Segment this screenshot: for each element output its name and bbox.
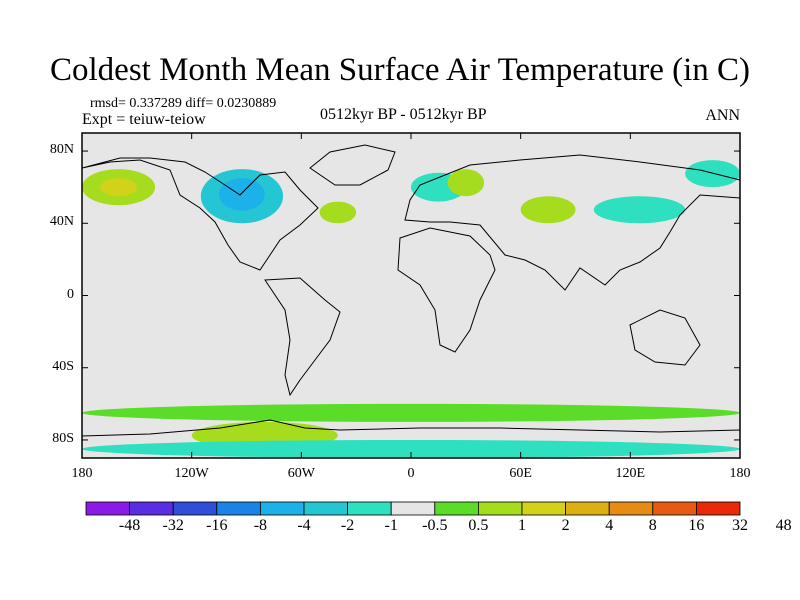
anomaly-regions: [82, 160, 740, 458]
coast-antarctica: [82, 419, 740, 437]
colorbar-swatch: [521, 501, 566, 516]
lat-tick-label: 80S: [52, 430, 74, 446]
colorbar-label: 0.5: [468, 517, 489, 534]
colorbar-swatch: [172, 501, 218, 516]
colorbar-label: 1: [518, 517, 526, 534]
colorbar-label: 48: [775, 517, 792, 534]
lon-tick-label: 60E: [509, 466, 532, 481]
colorbar-label: 2: [561, 517, 570, 534]
anomaly-region: [520, 196, 576, 224]
lat-tick-label: 80N: [49, 142, 74, 158]
coast-africa: [397, 227, 496, 353]
colorbar-label: 32: [732, 517, 748, 534]
colorbar-swatch: [129, 501, 174, 516]
colorbar-swatch: [434, 501, 479, 516]
colorbar-label: -16: [206, 517, 228, 534]
lon-tick-label: 120E: [615, 466, 646, 481]
anomaly-region: [593, 196, 686, 224]
colorbar-label: -48: [118, 517, 141, 534]
anomaly-region: [82, 403, 740, 422]
colorbar-swatch: [477, 501, 523, 516]
anomaly-region: [219, 178, 265, 211]
anomaly-region: [82, 439, 740, 458]
lon-tick-label: 180: [71, 466, 93, 481]
colorbar-label: -32: [162, 517, 184, 534]
map-title: Coldest Month Mean Surface Air Temperatu…: [50, 52, 750, 88]
coast-south-america: [264, 277, 341, 397]
colorbar-label: 8: [648, 517, 657, 534]
anomaly-region: [100, 178, 137, 197]
colorbar-label: -4: [297, 517, 311, 534]
season-label: ANN: [705, 107, 740, 124]
lon-tick-label: 60W: [287, 466, 315, 481]
colorbar-swatch: [696, 501, 741, 516]
colorbar-swatch: [303, 501, 348, 516]
colorbar-swatch: [259, 501, 305, 516]
colorbar-swatch: [390, 501, 436, 516]
experiment-label: Expt = teiuw-teiow: [82, 111, 206, 128]
coast-north-america: [82, 157, 319, 271]
lat-tick-label: 40S: [52, 358, 74, 374]
colorbar-swatch: [85, 501, 130, 516]
colorbar-label: -0.5: [422, 517, 448, 534]
colorbar: [85, 501, 741, 516]
rmsd-diff-text: rmsd= 0.337289 diff= 0.0230889: [90, 96, 277, 111]
lon-tick-label: 180: [729, 466, 751, 481]
lon-tick-label: 0: [407, 466, 415, 481]
coastlines: [82, 144, 740, 437]
colorbar-swatch: [565, 501, 610, 516]
colorbar-label: -8: [253, 517, 268, 534]
colorbar-label: 16: [688, 517, 705, 534]
colorbar-label: 4: [605, 517, 614, 534]
colorbar-swatch: [216, 501, 261, 516]
coast-australia: [629, 309, 701, 366]
lat-tick-label: 0: [67, 286, 74, 302]
colorbar-label: -2: [340, 517, 355, 534]
period-label: 0512kyr BP - 0512kyr BP: [320, 106, 487, 123]
lon-tick-label: 120W: [174, 466, 209, 481]
colorbar-label: -1: [384, 517, 398, 534]
colorbar-swatch: [347, 501, 392, 516]
coast-eurasia: [404, 154, 740, 291]
lat-tick-label: 40N: [49, 214, 74, 230]
anomaly-region: [447, 169, 485, 197]
coast-greenland: [309, 144, 396, 186]
colorbar-swatch: [608, 501, 654, 516]
colorbar-swatch: [652, 501, 697, 516]
anomaly-region: [319, 201, 357, 224]
